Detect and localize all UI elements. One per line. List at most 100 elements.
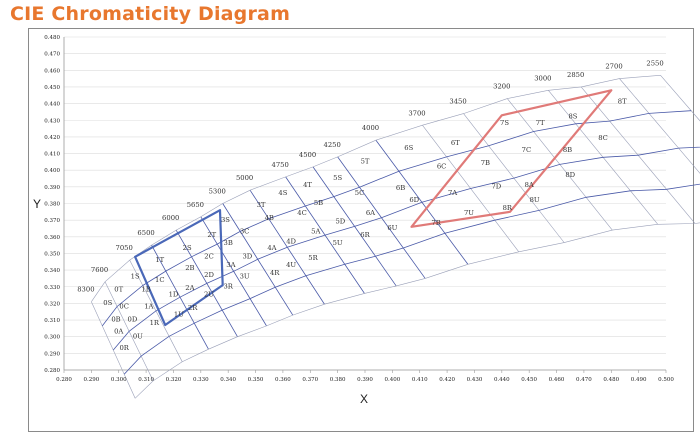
x-tick-label: 0.400 <box>384 377 400 383</box>
bin-label: 3R <box>223 282 233 290</box>
y-tick-label: 0.400 <box>44 168 60 174</box>
bin-label: 8R <box>503 204 513 212</box>
bin-label: 3T <box>257 201 266 209</box>
bin-label: 3C <box>240 227 250 235</box>
x-tick-label: 0.330 <box>193 377 209 383</box>
bin-label: 2U <box>204 291 214 299</box>
bin-label: 7D <box>491 183 501 191</box>
bin-label: 6B <box>396 184 405 192</box>
bin-label: 6U <box>387 224 397 232</box>
bin-label: 1S <box>131 272 140 280</box>
cct-label: 4750 <box>272 161 289 169</box>
bin-label: 0R <box>119 344 129 352</box>
bin-label: 6T <box>451 139 460 147</box>
y-tick-label: 0.290 <box>44 351 60 357</box>
x-tick-label: 0.350 <box>248 377 264 383</box>
x-tick-label: 0.280 <box>56 377 72 383</box>
bin-label: 2A <box>185 284 194 292</box>
bin-label: 2B <box>185 264 194 272</box>
bin-label: 1C <box>155 276 165 284</box>
bin-label: 5U <box>333 239 343 247</box>
bin-label: 0B <box>111 316 120 324</box>
x-tick-label: 0.340 <box>220 377 236 383</box>
y-tick-label: 0.370 <box>44 218 60 224</box>
y-tick-label: 0.360 <box>44 235 60 241</box>
bin-label: 5A <box>311 227 320 235</box>
bin-label: 5B <box>314 199 323 207</box>
cct-label: 7600 <box>91 266 108 274</box>
highlight-regions <box>134 89 613 327</box>
x-tick-label: 0.480 <box>603 377 619 383</box>
x-tick-label: 0.360 <box>275 377 291 383</box>
cct-label: 4250 <box>324 141 341 149</box>
x-tick-label: 0.380 <box>330 377 346 383</box>
y-tick-label: 0.430 <box>44 118 60 124</box>
bin-label: 3A <box>226 261 235 269</box>
bin-label: 5C <box>355 189 365 197</box>
cct-label: 3000 <box>534 74 551 82</box>
bin-label: 3B <box>224 239 233 247</box>
y-tick-label: 0.440 <box>44 102 60 108</box>
y-tick-label: 0.460 <box>44 68 60 74</box>
bin-label: 2D <box>204 271 214 279</box>
y-tick-label: 0.320 <box>44 301 60 307</box>
y-ticks: 0.280 0.290 0.300 0.310 0.320 0.330 0.340 0.350… <box>44 35 60 374</box>
bin-label: 4T <box>303 181 312 189</box>
x-axis-title: X <box>360 392 368 406</box>
bin-label: 3S <box>221 216 230 224</box>
y-tick-label: 0.340 <box>44 268 60 274</box>
bin-label: 5T <box>361 158 370 166</box>
chart-frame <box>28 28 694 432</box>
bin-label: 6A <box>366 209 375 217</box>
bin-label: 3U <box>240 272 250 280</box>
bin-label: 2R <box>188 304 198 312</box>
bin-label: 1U <box>174 311 184 319</box>
duv-curve <box>123 183 700 375</box>
cct-label: 3450 <box>449 98 466 106</box>
cct-label: 2550 <box>646 59 663 67</box>
bin-label: 8A <box>525 181 534 189</box>
x-tick-label: 0.490 <box>631 377 647 383</box>
bin-label: 6C <box>437 163 447 171</box>
y-tick-label: 0.410 <box>44 152 60 158</box>
y-tick-label: 0.300 <box>44 335 60 341</box>
bin-label: 4D <box>286 237 296 245</box>
bin-label: 5R <box>308 254 318 262</box>
bin-label: 4R <box>270 269 280 277</box>
y-tick-label: 0.470 <box>44 52 60 58</box>
cct-label: 6000 <box>162 214 179 222</box>
bin-label: 7U <box>464 209 474 217</box>
x-tick-label: 0.320 <box>166 377 182 383</box>
bin-label: 2C <box>204 252 214 260</box>
y-tick-label: 0.420 <box>44 135 60 141</box>
bin-label: 4A <box>267 244 276 252</box>
cct-label: 3200 <box>493 83 510 91</box>
bin-label: 8U <box>530 196 540 204</box>
cct-label: 2850 <box>567 71 584 79</box>
isotherm-line <box>619 78 700 174</box>
bin-label: 2T <box>207 231 216 239</box>
bin-label: 1D <box>169 291 179 299</box>
cct-label: 4500 <box>299 151 316 159</box>
bin-label: 5D <box>335 217 345 225</box>
bin-label: 3D <box>242 252 252 260</box>
y-axis-title: Y <box>33 197 41 211</box>
x-tick-label: 0.420 <box>439 377 455 383</box>
duv-curve <box>91 75 661 302</box>
bin-label: 8D <box>565 171 575 179</box>
x-tick-label: 0.440 <box>494 377 510 383</box>
x-ticks: 0.280 0.290 0.300 0.310 0.320 0.330 0.340 0.350… <box>56 370 674 383</box>
cct-label: 5650 <box>187 201 204 209</box>
bin-label: 1R <box>150 319 160 327</box>
cct-label: 5300 <box>209 188 226 196</box>
x-tick-label: 0.370 <box>302 377 318 383</box>
bin-label: 0U <box>133 332 143 340</box>
isotherm-line <box>660 75 700 122</box>
bin-label: 0D <box>128 316 138 324</box>
mesh <box>91 75 700 399</box>
bin-label: 4B <box>265 214 274 222</box>
isotherm-line <box>91 301 136 399</box>
x-tick-label: 0.430 <box>467 377 483 383</box>
bin-label: 4U <box>286 261 296 269</box>
